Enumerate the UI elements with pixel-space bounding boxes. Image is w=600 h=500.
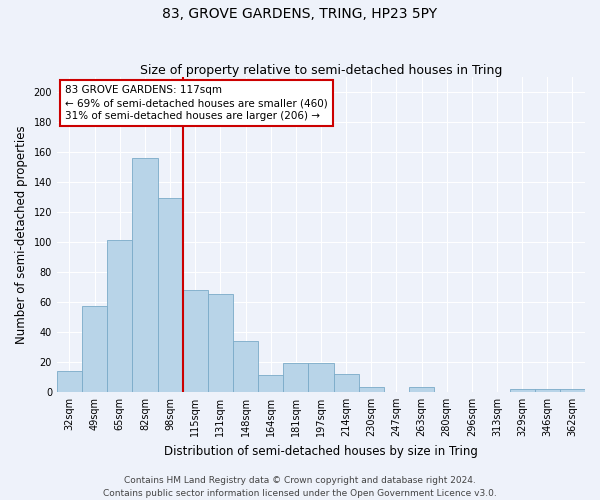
Bar (233, 341, 258, 392)
Bar (107, 240, 133, 392)
Bar (535, 389, 560, 392)
Bar (182, 290, 208, 392)
Bar (57, 371, 82, 392)
Bar (158, 198, 182, 392)
Title: Size of property relative to semi-detached houses in Tring: Size of property relative to semi-detach… (140, 64, 502, 77)
X-axis label: Distribution of semi-detached houses by size in Tring: Distribution of semi-detached houses by … (164, 444, 478, 458)
Text: 83 GROVE GARDENS: 117sqm
← 69% of semi-detached houses are smaller (460)
31% of : 83 GROVE GARDENS: 117sqm ← 69% of semi-d… (65, 85, 328, 122)
Bar (82, 306, 107, 392)
Bar (133, 158, 158, 392)
Bar (258, 376, 283, 392)
Bar (283, 364, 308, 392)
Bar (208, 294, 233, 392)
Bar (409, 388, 434, 392)
Y-axis label: Number of semi-detached properties: Number of semi-detached properties (15, 125, 28, 344)
Bar (509, 389, 535, 392)
Bar (359, 388, 384, 392)
Bar (334, 374, 359, 392)
Text: 83, GROVE GARDENS, TRING, HP23 5PY: 83, GROVE GARDENS, TRING, HP23 5PY (163, 8, 437, 22)
Bar (560, 389, 585, 392)
Bar (308, 364, 334, 392)
Text: Contains HM Land Registry data © Crown copyright and database right 2024.
Contai: Contains HM Land Registry data © Crown c… (103, 476, 497, 498)
